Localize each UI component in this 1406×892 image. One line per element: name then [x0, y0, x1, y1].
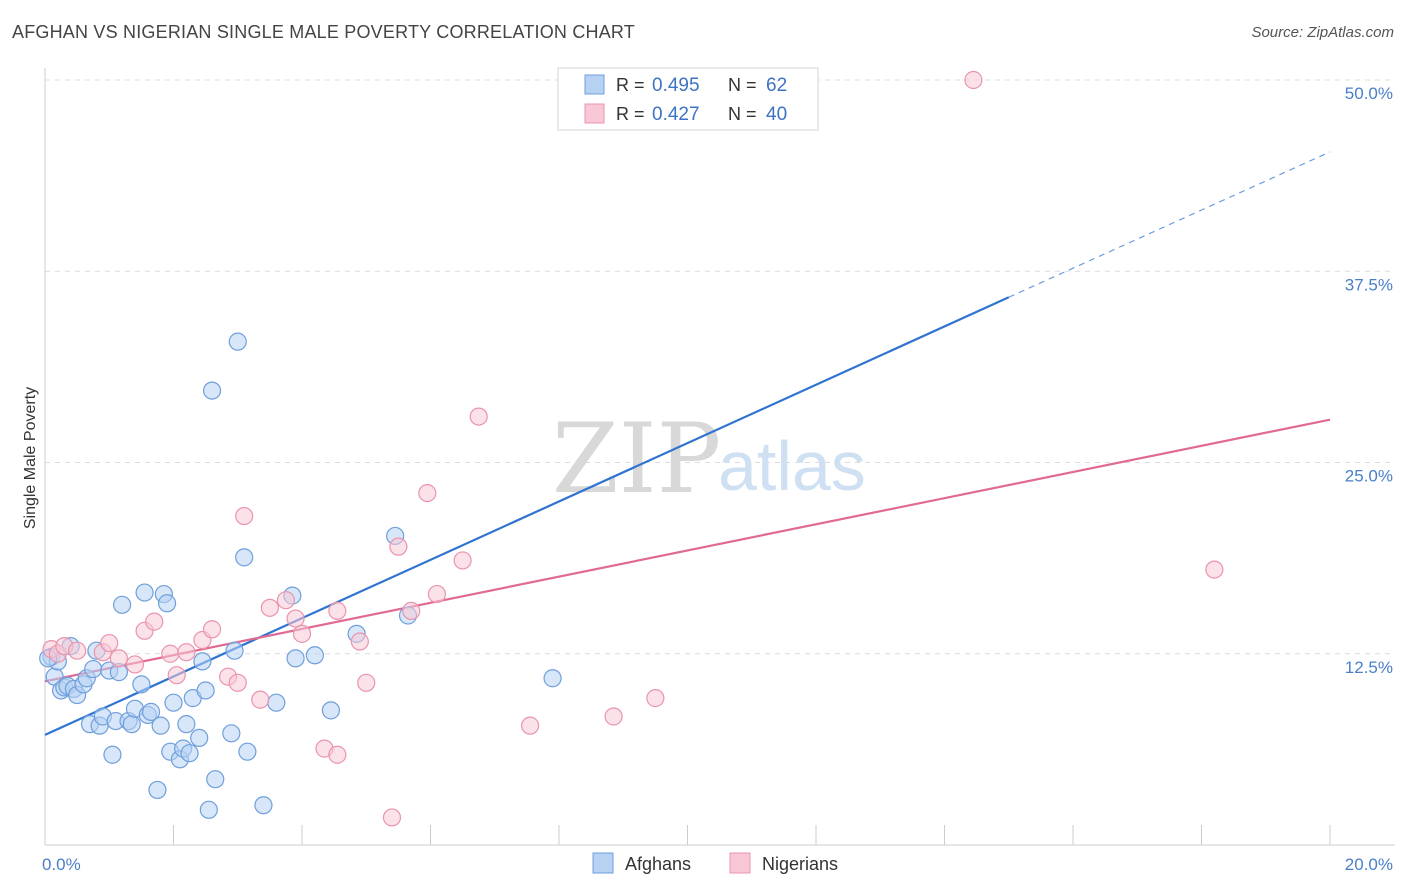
y-tick-label-3: 50.0% — [1345, 84, 1393, 103]
legend-r-value-0: 0.495 — [652, 75, 700, 96]
legend-r-label-0: R = — [616, 75, 645, 95]
nigerians-point-12 — [177, 643, 196, 662]
afghans-point-51 — [267, 693, 286, 712]
afghans-point-27 — [141, 702, 161, 721]
nigerians-point-11 — [167, 666, 186, 685]
bottom-legend-label-nigerians: Nigerians — [762, 854, 838, 874]
bottom-legend-swatch-nigerians — [729, 852, 751, 874]
nigerians-point-32 — [427, 584, 447, 604]
trend-line-afghans — [44, 296, 1010, 736]
afghans-point-47 — [228, 332, 247, 351]
nigerians-point-27 — [357, 673, 376, 692]
nigerians-point-35 — [520, 716, 540, 735]
nigerians-point-19 — [260, 598, 279, 617]
afghans-point-41 — [196, 681, 215, 700]
chart-title: AFGHAN VS NIGERIAN SINGLE MALE POVERTY C… — [12, 22, 635, 42]
nigerians-point-34 — [469, 407, 488, 426]
nigerians-point-10 — [161, 644, 180, 663]
y-tick-label-2: 37.5% — [1345, 275, 1393, 294]
nigerians-point-26 — [350, 632, 369, 651]
y-tick-label-1: 25.0% — [1345, 467, 1393, 486]
nigerians-point-29 — [389, 537, 408, 556]
nigerians-point-18 — [251, 690, 270, 709]
afghans-point-28 — [148, 780, 167, 800]
nigerians-point-37 — [646, 689, 665, 708]
y-tick-labels: 12.5% 25.0% 37.5% 50.0% — [1345, 84, 1393, 677]
afghans-point-17 — [103, 745, 122, 764]
legend-swatch-afghans — [584, 74, 605, 95]
nigerians-point-38 — [964, 70, 983, 90]
legend-swatch-nigerians — [584, 103, 605, 124]
source-label: Source: ZipAtlas.com — [1251, 24, 1394, 41]
nigerians-point-39 — [1205, 560, 1224, 579]
afghans-point-46 — [225, 641, 244, 660]
watermark: ZIP atlas — [552, 403, 866, 515]
afghans-point-43 — [202, 381, 222, 400]
afghans-point-59 — [543, 669, 562, 688]
nigerians-point-17 — [235, 506, 254, 526]
afghans-point-44 — [206, 770, 225, 789]
legend-n-label-0: N = — [728, 75, 757, 95]
afghans-point-22 — [122, 715, 141, 734]
bottom-legend-label-afghans: Afghans — [625, 854, 691, 874]
afghans-point-25 — [135, 583, 154, 602]
afghans-point-33 — [164, 693, 183, 712]
afghans-point-42 — [199, 800, 218, 819]
x-tick-label-0: 0.0% — [42, 855, 81, 874]
legend-n-value-0: 62 — [766, 75, 787, 96]
y-tick-label-0: 12.5% — [1345, 658, 1393, 677]
legend-n-label-1: N = — [728, 104, 757, 124]
afghans-point-45 — [222, 724, 241, 743]
afghans-point-20 — [112, 595, 132, 614]
afghans-point-53 — [286, 649, 305, 668]
trend-line-nigerians — [44, 418, 1331, 683]
afghans-point-31 — [157, 594, 177, 613]
nigerians-point-21 — [286, 609, 305, 628]
nigerians-point-16 — [228, 673, 247, 692]
nigerians-point-31 — [418, 484, 437, 503]
afghans-point-55 — [321, 701, 341, 720]
bottom-legend: Afghans Nigerians — [592, 852, 838, 874]
afghans-point-37 — [180, 744, 199, 763]
nigerians-point-33 — [453, 551, 472, 570]
afghans-point-48 — [235, 548, 254, 567]
legend-r-value-1: 0.427 — [652, 104, 700, 125]
y-axis-label: Single Male Poverty — [22, 387, 39, 529]
afghans-point-49 — [238, 742, 257, 761]
nigerians-point-9 — [145, 612, 164, 631]
legend-r-label-1: R = — [616, 104, 645, 124]
x-tick-label-1: 20.0% — [1345, 855, 1393, 874]
bottom-legend-swatch-afghans — [592, 852, 614, 874]
nigerians-point-36 — [604, 707, 623, 726]
nigerians-point-24 — [328, 601, 347, 621]
nigerians-point-3 — [68, 641, 87, 660]
grid-lines — [45, 79, 1395, 655]
legend: R = 0.495 N = 62 R = 0.427 N = 40 — [557, 67, 819, 131]
trend-extension-afghans — [1008, 151, 1331, 298]
afghans-point-29 — [151, 716, 170, 735]
nigerians-point-6 — [109, 649, 128, 668]
nigerians-point-14 — [202, 620, 222, 639]
nigerians-point-30 — [402, 601, 421, 621]
afghans-point-54 — [305, 646, 324, 665]
nigerians-point-7 — [125, 655, 145, 674]
nigerians-point-20 — [276, 591, 296, 610]
nigerians-point-25 — [328, 745, 347, 764]
nigerians-point-5 — [100, 633, 119, 653]
afghans-point-12 — [84, 659, 103, 679]
axes — [44, 68, 1395, 846]
afghans-point-36 — [177, 715, 196, 734]
nigerians-point-28 — [382, 808, 402, 827]
afghans-point-24 — [132, 675, 151, 694]
legend-n-value-1: 40 — [766, 104, 787, 125]
data-points — [39, 70, 1224, 827]
nigerians-point-22 — [292, 624, 312, 643]
afghans-point-40 — [193, 652, 212, 671]
x-tick-labels: 0.0% 20.0% — [42, 855, 1393, 874]
watermark-atlas: atlas — [718, 427, 866, 505]
afghans-point-39 — [190, 728, 209, 748]
watermark-zip: ZIP — [552, 403, 721, 515]
afghans-point-50 — [254, 796, 273, 815]
